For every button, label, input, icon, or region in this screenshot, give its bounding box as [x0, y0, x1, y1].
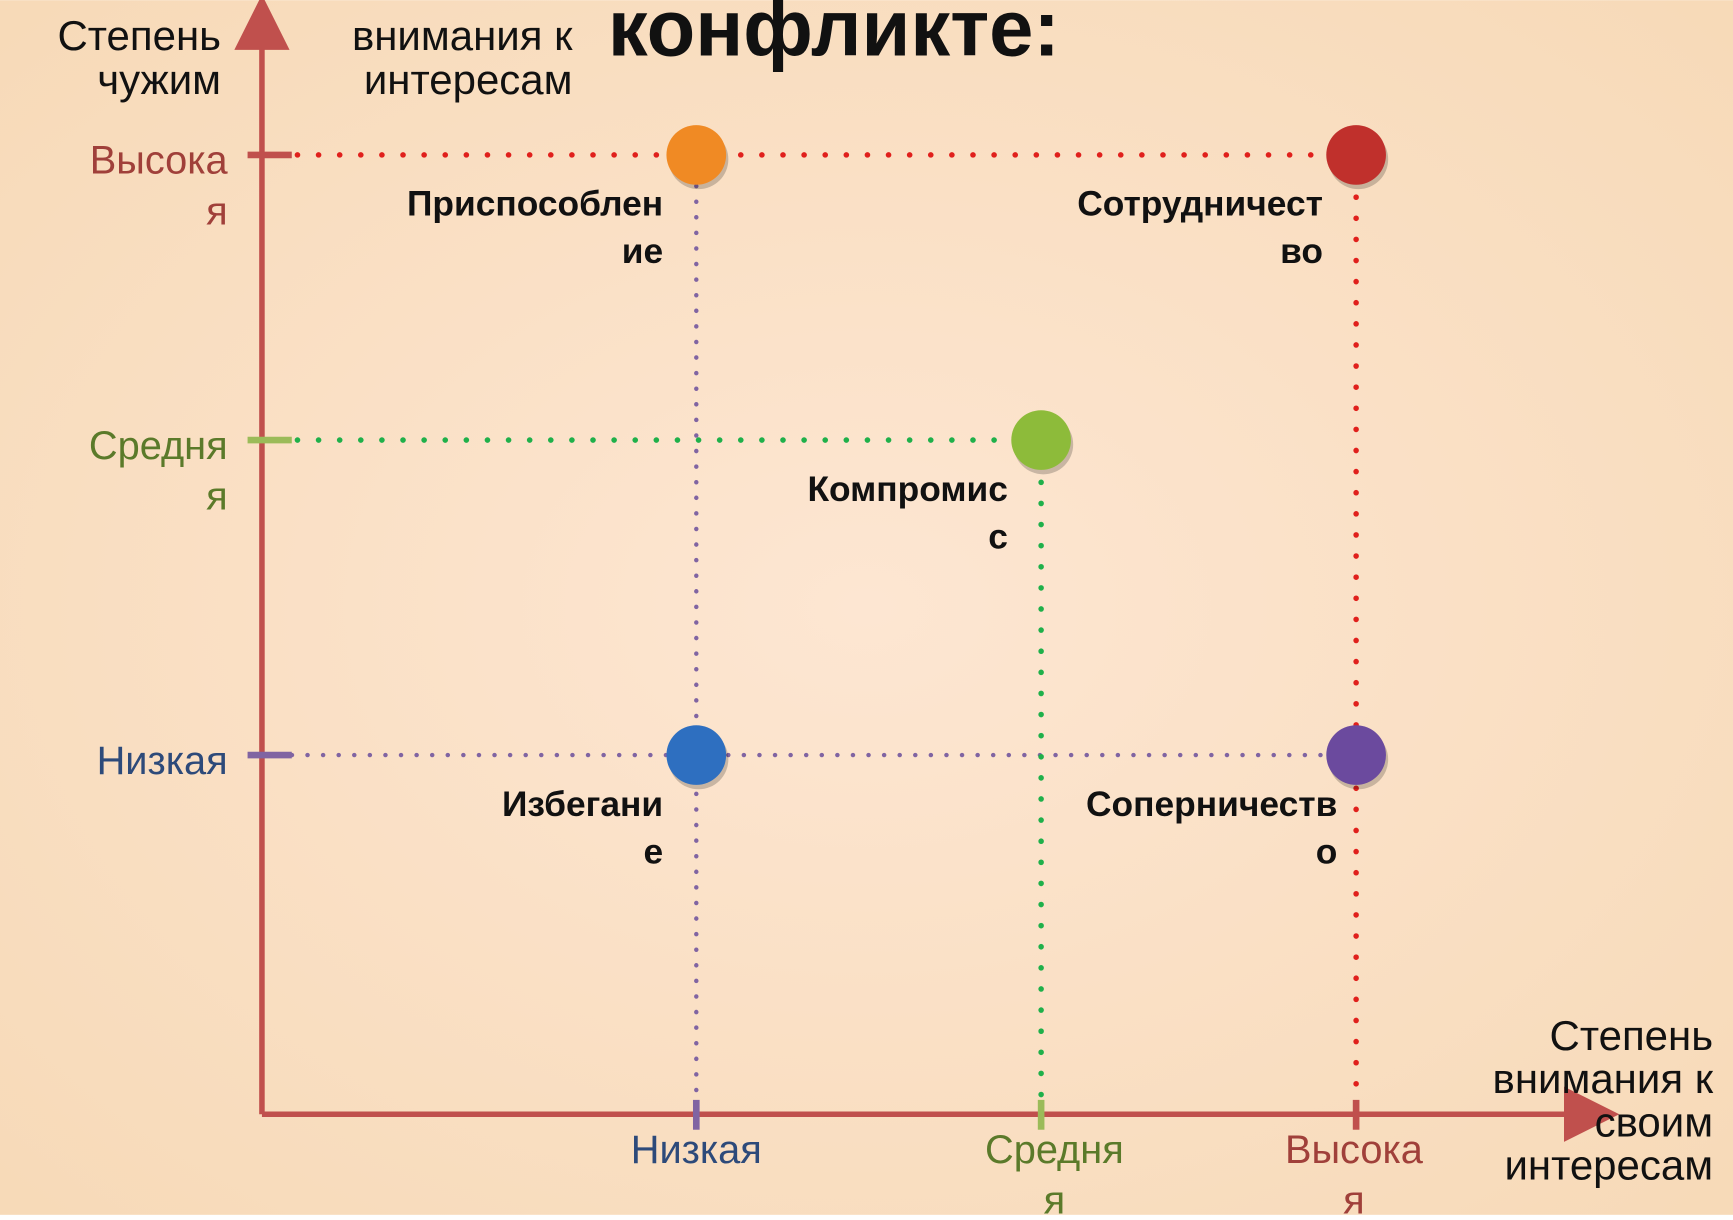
y-axis-label: интересам: [364, 56, 573, 103]
title: конфликте:: [608, 0, 1060, 72]
node-label: Избегани: [502, 785, 663, 824]
x-level-label: Высока: [1285, 1128, 1424, 1172]
x-level-label: я: [1343, 1179, 1365, 1215]
y-axis-label: чужим: [97, 56, 221, 103]
diagram: конфликте: Степеньчужимвнимания кинтерес…: [0, 0, 1733, 1215]
node: [1011, 410, 1071, 470]
node-label: Соперничеств: [1086, 785, 1337, 824]
node-label: о: [1316, 832, 1338, 871]
node-label: ие: [622, 232, 663, 271]
y-axis-label: внимания к: [352, 12, 573, 59]
node: [666, 125, 726, 185]
node-label: е: [643, 832, 663, 871]
node: [1326, 725, 1386, 785]
x-axis-label: внимания к: [1493, 1055, 1714, 1102]
x-axis-label: своим: [1595, 1098, 1714, 1145]
x-level-label: Средня: [985, 1128, 1124, 1172]
x-axis-label: интересам: [1504, 1141, 1713, 1188]
x-axis-label: Степень: [1550, 1012, 1714, 1059]
y-axis-label: Степень: [57, 12, 221, 59]
x-level-label: Низкая: [631, 1128, 762, 1172]
node-label: Приспособлен: [407, 185, 663, 224]
y-level-label: Средня: [89, 424, 228, 468]
y-level-label: Низкая: [97, 739, 228, 783]
page: конфликте: Степеньчужимвнимания кинтерес…: [0, 0, 1733, 1215]
node-label: с: [988, 517, 1008, 556]
node-label: во: [1280, 232, 1323, 271]
node: [1326, 125, 1386, 185]
node-label: Сотрудничест: [1077, 185, 1323, 224]
y-level-label: Высока: [90, 139, 229, 183]
node: [666, 725, 726, 785]
node-label: Компромис: [807, 470, 1008, 509]
y-level-label: я: [206, 190, 228, 234]
y-level-label: я: [206, 475, 228, 519]
x-level-label: я: [1044, 1179, 1066, 1215]
